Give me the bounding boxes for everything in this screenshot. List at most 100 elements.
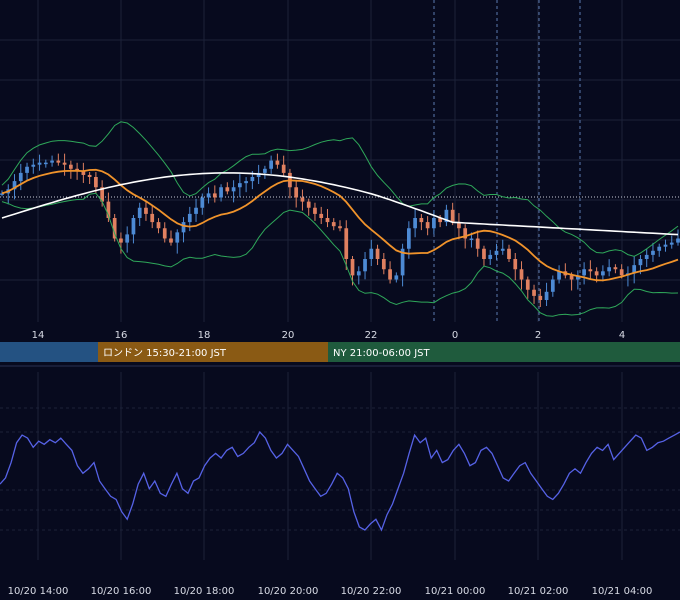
candle-body <box>588 269 593 272</box>
candle-body <box>381 259 386 270</box>
candle-body <box>488 254 493 259</box>
moving-average-short-line <box>1 168 679 282</box>
candle-body <box>507 248 511 259</box>
candle-body <box>663 244 668 247</box>
candle-body <box>425 222 430 229</box>
candle-body <box>68 164 73 169</box>
candle-body <box>319 213 324 218</box>
candle-body <box>532 289 536 296</box>
candle-body <box>375 248 380 259</box>
candle-body <box>638 259 643 266</box>
candle-body <box>313 207 317 214</box>
oscillator-x-tick-label: 10/20 20:00 <box>258 586 319 597</box>
oscillator-x-tick-label: 10/21 00:00 <box>425 586 486 597</box>
candle-body <box>0 193 4 195</box>
candle-body <box>212 193 217 198</box>
candle-body <box>538 295 543 300</box>
candle-body <box>150 213 155 223</box>
candle-body <box>413 218 417 229</box>
candle-body <box>525 279 530 290</box>
candle-body <box>144 207 148 214</box>
bollinger-upper-line <box>1 121 679 257</box>
candle-body <box>12 181 17 190</box>
candle-body <box>632 265 637 274</box>
candles <box>0 153 680 307</box>
candle-body <box>306 201 311 208</box>
main-x-tick-label: 16 <box>115 330 128 341</box>
candle-body <box>263 168 267 173</box>
candle-body <box>137 207 142 218</box>
candle-body <box>100 187 105 202</box>
session-tokyo-bar <box>0 342 98 362</box>
candle-body <box>619 269 624 276</box>
candle-body <box>294 187 299 198</box>
candle-body <box>43 162 48 165</box>
moving-average-long-line <box>1 172 679 236</box>
candle-body <box>550 279 555 292</box>
candle-body <box>325 218 330 223</box>
candle-body <box>50 160 54 163</box>
main-x-tick-label: 0 <box>452 330 458 341</box>
candle-body <box>269 160 274 169</box>
candle-body <box>394 275 399 280</box>
candle-body <box>275 160 280 165</box>
candle-body <box>94 177 98 188</box>
candle-body <box>194 207 198 214</box>
candle-body <box>87 174 92 177</box>
main-x-tick-label: 20 <box>282 330 295 341</box>
candle-body <box>513 259 518 270</box>
candle-body <box>594 271 599 276</box>
candle-body <box>56 160 61 163</box>
candle-body <box>75 168 79 171</box>
candle-body <box>482 248 486 259</box>
candle-body <box>676 238 680 243</box>
candle-body <box>457 222 461 229</box>
candle-body <box>432 218 436 229</box>
main-x-tick-label: 14 <box>32 330 45 341</box>
candle-body <box>613 267 618 270</box>
oscillator-x-tick-label: 10/21 02:00 <box>508 586 569 597</box>
candle-body <box>300 197 305 202</box>
candle-body <box>281 164 286 173</box>
candle-body <box>81 170 86 175</box>
candle-body <box>463 228 468 239</box>
candle-body <box>657 246 662 251</box>
oscillator-x-tick-label: 10/20 14:00 <box>8 586 69 597</box>
main-x-tick-label: 4 <box>619 330 625 341</box>
candle-body <box>25 166 29 173</box>
session-london-bar <box>98 342 328 362</box>
candle-body <box>400 248 405 276</box>
candle-body <box>644 254 649 259</box>
candle-body <box>500 248 505 251</box>
candle-body <box>344 228 349 259</box>
candle-body <box>331 222 336 227</box>
oscillator-x-tick-label: 10/20 18:00 <box>174 586 235 597</box>
candle-body <box>350 259 355 276</box>
candle-body <box>169 238 173 243</box>
candle-body <box>237 183 242 188</box>
candle-body <box>651 250 655 255</box>
candle-body <box>18 172 23 182</box>
oscillator-line <box>0 430 680 532</box>
candle-body <box>438 218 443 223</box>
candle-body <box>475 238 480 249</box>
candle-body <box>444 209 449 223</box>
candle-body <box>469 238 474 240</box>
main-x-tick-label: 2 <box>535 330 541 341</box>
candle-body <box>419 218 424 223</box>
candle-body <box>569 275 574 280</box>
oscillator-x-tick-label: 10/20 22:00 <box>341 586 402 597</box>
session-ny-label: NY 21:00-06:00 JST <box>333 348 430 359</box>
candle-body <box>601 271 605 276</box>
session-ny-bar <box>328 342 680 362</box>
candle-body <box>494 250 499 255</box>
candle-body <box>607 267 612 272</box>
candle-body <box>231 187 236 192</box>
candle-body <box>338 226 342 229</box>
candle-body <box>256 172 261 177</box>
candle-body <box>669 242 674 245</box>
candle-body <box>363 259 367 272</box>
candle-body <box>181 222 186 233</box>
candle-body <box>187 213 192 223</box>
